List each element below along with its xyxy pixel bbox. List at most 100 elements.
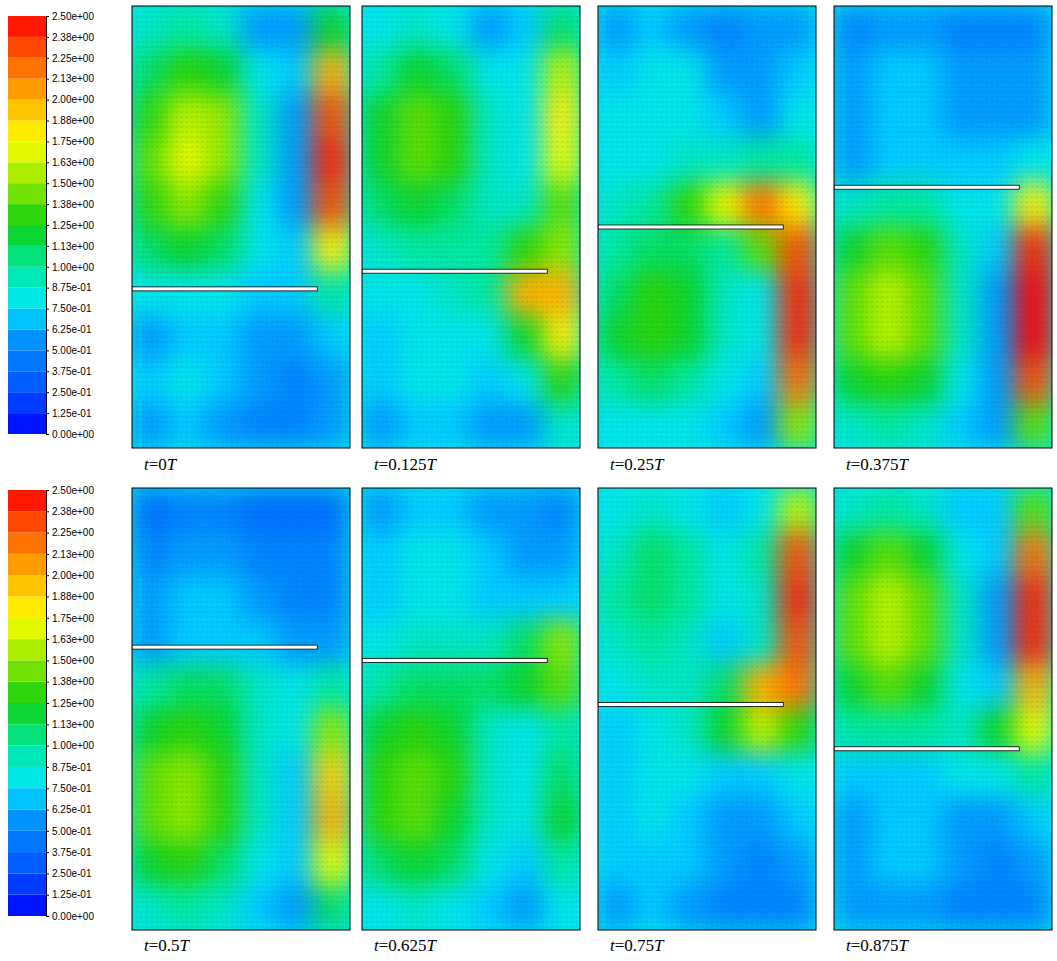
colorbar-band bbox=[8, 639, 46, 660]
tick: 6.25e-01 bbox=[46, 324, 92, 335]
tick-label: 1.75e+00 bbox=[52, 136, 94, 147]
tick-mark bbox=[46, 121, 49, 122]
figure: 0.00e+001.25e-012.50e-013.75e-015.00e-01… bbox=[0, 0, 1057, 961]
tick-mark bbox=[46, 330, 49, 331]
tick-label: 2.50e+00 bbox=[52, 485, 94, 496]
tick-mark bbox=[46, 597, 49, 598]
velocity-field bbox=[598, 488, 816, 930]
colorbar-band bbox=[8, 682, 46, 703]
tick: 1.13e+00 bbox=[46, 241, 94, 252]
tick-label: 1.88e+00 bbox=[52, 115, 94, 126]
vector-texture bbox=[598, 6, 816, 448]
tick-label: 1.50e+00 bbox=[52, 178, 94, 189]
tick-mark bbox=[46, 58, 49, 59]
panel-frame bbox=[834, 6, 1052, 448]
plate bbox=[362, 269, 547, 273]
panel: t=0.125T bbox=[362, 6, 581, 475]
panel: t=0T bbox=[132, 6, 351, 475]
tick-label: 3.75e-01 bbox=[52, 847, 92, 858]
tick-mark bbox=[46, 873, 49, 874]
colorbar-band bbox=[8, 895, 46, 916]
panel-title: t=0.75T bbox=[610, 936, 665, 955]
colorbar: 0.00e+001.25e-012.50e-013.75e-015.00e-01… bbox=[8, 11, 94, 440]
tick: 5.00e-01 bbox=[46, 826, 92, 837]
colorbar-band bbox=[8, 767, 46, 788]
tick: 7.50e-01 bbox=[46, 303, 92, 314]
panel-frame bbox=[598, 488, 816, 930]
tick-mark bbox=[46, 511, 49, 512]
tick: 2.50e+00 bbox=[46, 11, 94, 22]
tick-label: 2.38e+00 bbox=[52, 506, 94, 517]
tick-mark bbox=[46, 350, 49, 351]
velocity-field bbox=[834, 488, 1052, 930]
tick: 2.50e-01 bbox=[46, 387, 92, 398]
panel-frame bbox=[132, 488, 350, 930]
tick-label: 1.25e-01 bbox=[52, 889, 92, 900]
tick-mark bbox=[46, 810, 49, 811]
colorbar-band bbox=[8, 183, 46, 204]
panel: t=0.625T bbox=[362, 488, 581, 956]
tick-label: 8.75e-01 bbox=[52, 282, 92, 293]
tick: 1.38e+00 bbox=[46, 199, 94, 210]
tick-label: 6.25e-01 bbox=[52, 804, 92, 815]
tick: 2.25e+00 bbox=[46, 527, 94, 538]
velocity-field bbox=[598, 6, 816, 448]
panel-title: t=0.125T bbox=[374, 455, 438, 474]
tick: 3.75e-01 bbox=[46, 366, 92, 377]
plot-area bbox=[834, 488, 1052, 930]
plot-area bbox=[598, 6, 816, 448]
tick-label: 7.50e-01 bbox=[52, 783, 92, 794]
colorbar-band bbox=[8, 288, 46, 309]
background bbox=[834, 6, 1052, 448]
tick-mark bbox=[46, 413, 49, 414]
colorbar-band bbox=[8, 724, 46, 745]
tick-label: 2.50e+00 bbox=[52, 11, 94, 22]
tick: 6.25e-01 bbox=[46, 804, 92, 815]
tick-label: 1.00e+00 bbox=[52, 740, 94, 751]
tick-label: 1.63e+00 bbox=[52, 157, 94, 168]
velocity-field bbox=[132, 488, 350, 930]
panel-title: t=0.875T bbox=[846, 936, 910, 955]
colorbar-band bbox=[8, 490, 46, 511]
colorbar-band bbox=[8, 100, 46, 121]
tick-label: 2.50e-01 bbox=[52, 868, 92, 879]
background bbox=[362, 6, 580, 448]
panel-title: t=0T bbox=[144, 455, 178, 474]
vector-texture bbox=[834, 488, 1052, 930]
tick-label: 5.00e-01 bbox=[52, 345, 92, 356]
tick-mark bbox=[46, 575, 49, 576]
tick-mark bbox=[46, 746, 49, 747]
tick-label: 5.00e-01 bbox=[52, 826, 92, 837]
colorbar-band bbox=[8, 788, 46, 809]
colorbar-band bbox=[8, 392, 46, 413]
plot-area bbox=[362, 6, 580, 448]
background bbox=[132, 6, 350, 448]
tick: 8.75e-01 bbox=[46, 282, 92, 293]
plate bbox=[834, 747, 1019, 751]
tick-mark bbox=[46, 79, 49, 80]
tick-mark bbox=[46, 852, 49, 853]
tick-label: 1.25e+00 bbox=[52, 220, 94, 231]
tick: 1.75e+00 bbox=[46, 613, 94, 624]
tick-mark bbox=[46, 434, 49, 435]
tick-mark bbox=[46, 225, 49, 226]
tick: 1.63e+00 bbox=[46, 634, 94, 645]
colorbar-band bbox=[8, 618, 46, 639]
tick-mark bbox=[46, 183, 49, 184]
tick-label: 1.75e+00 bbox=[52, 613, 94, 624]
tick: 8.75e-01 bbox=[46, 762, 92, 773]
tick: 7.50e-01 bbox=[46, 783, 92, 794]
tick-mark bbox=[46, 533, 49, 534]
tick-label: 1.63e+00 bbox=[52, 634, 94, 645]
tick-label: 2.13e+00 bbox=[52, 549, 94, 560]
background bbox=[598, 488, 816, 930]
colorbar-band bbox=[8, 703, 46, 724]
vector-texture bbox=[362, 488, 580, 930]
background bbox=[834, 488, 1052, 930]
tick-mark bbox=[46, 703, 49, 704]
tick-mark bbox=[46, 767, 49, 768]
tick: 5.00e-01 bbox=[46, 345, 92, 356]
tick-label: 2.25e+00 bbox=[52, 527, 94, 538]
colorbar-axis: 0.00e+001.25e-012.50e-013.75e-015.00e-01… bbox=[46, 485, 94, 922]
tick-mark bbox=[46, 831, 49, 832]
